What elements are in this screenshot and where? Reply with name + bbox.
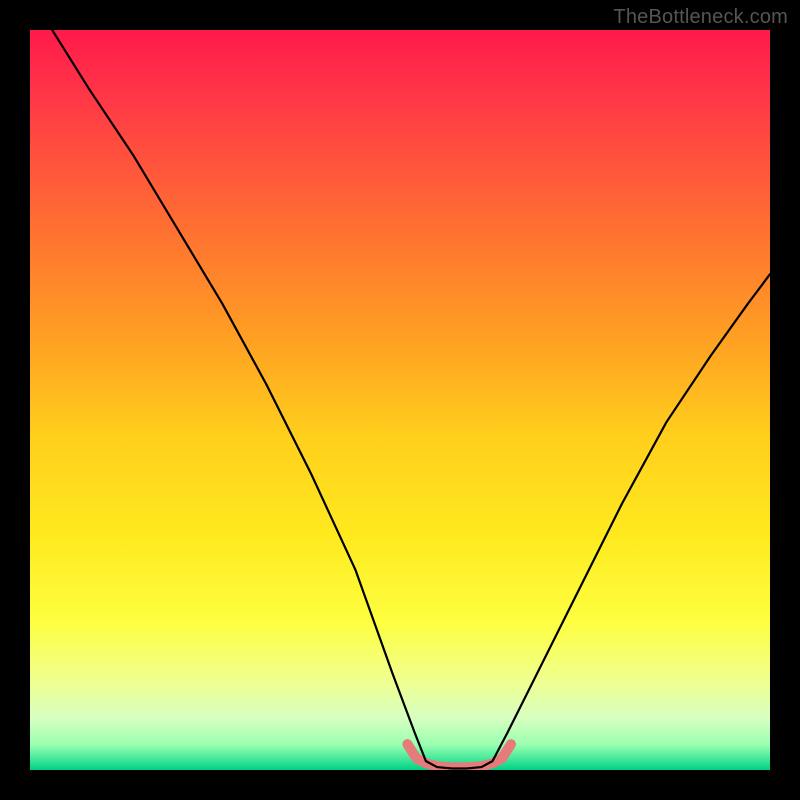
chart-plot-area (30, 30, 770, 770)
gradient-background (30, 30, 770, 770)
chart-svg (30, 30, 770, 770)
watermark-text: TheBottleneck.com (613, 6, 788, 29)
